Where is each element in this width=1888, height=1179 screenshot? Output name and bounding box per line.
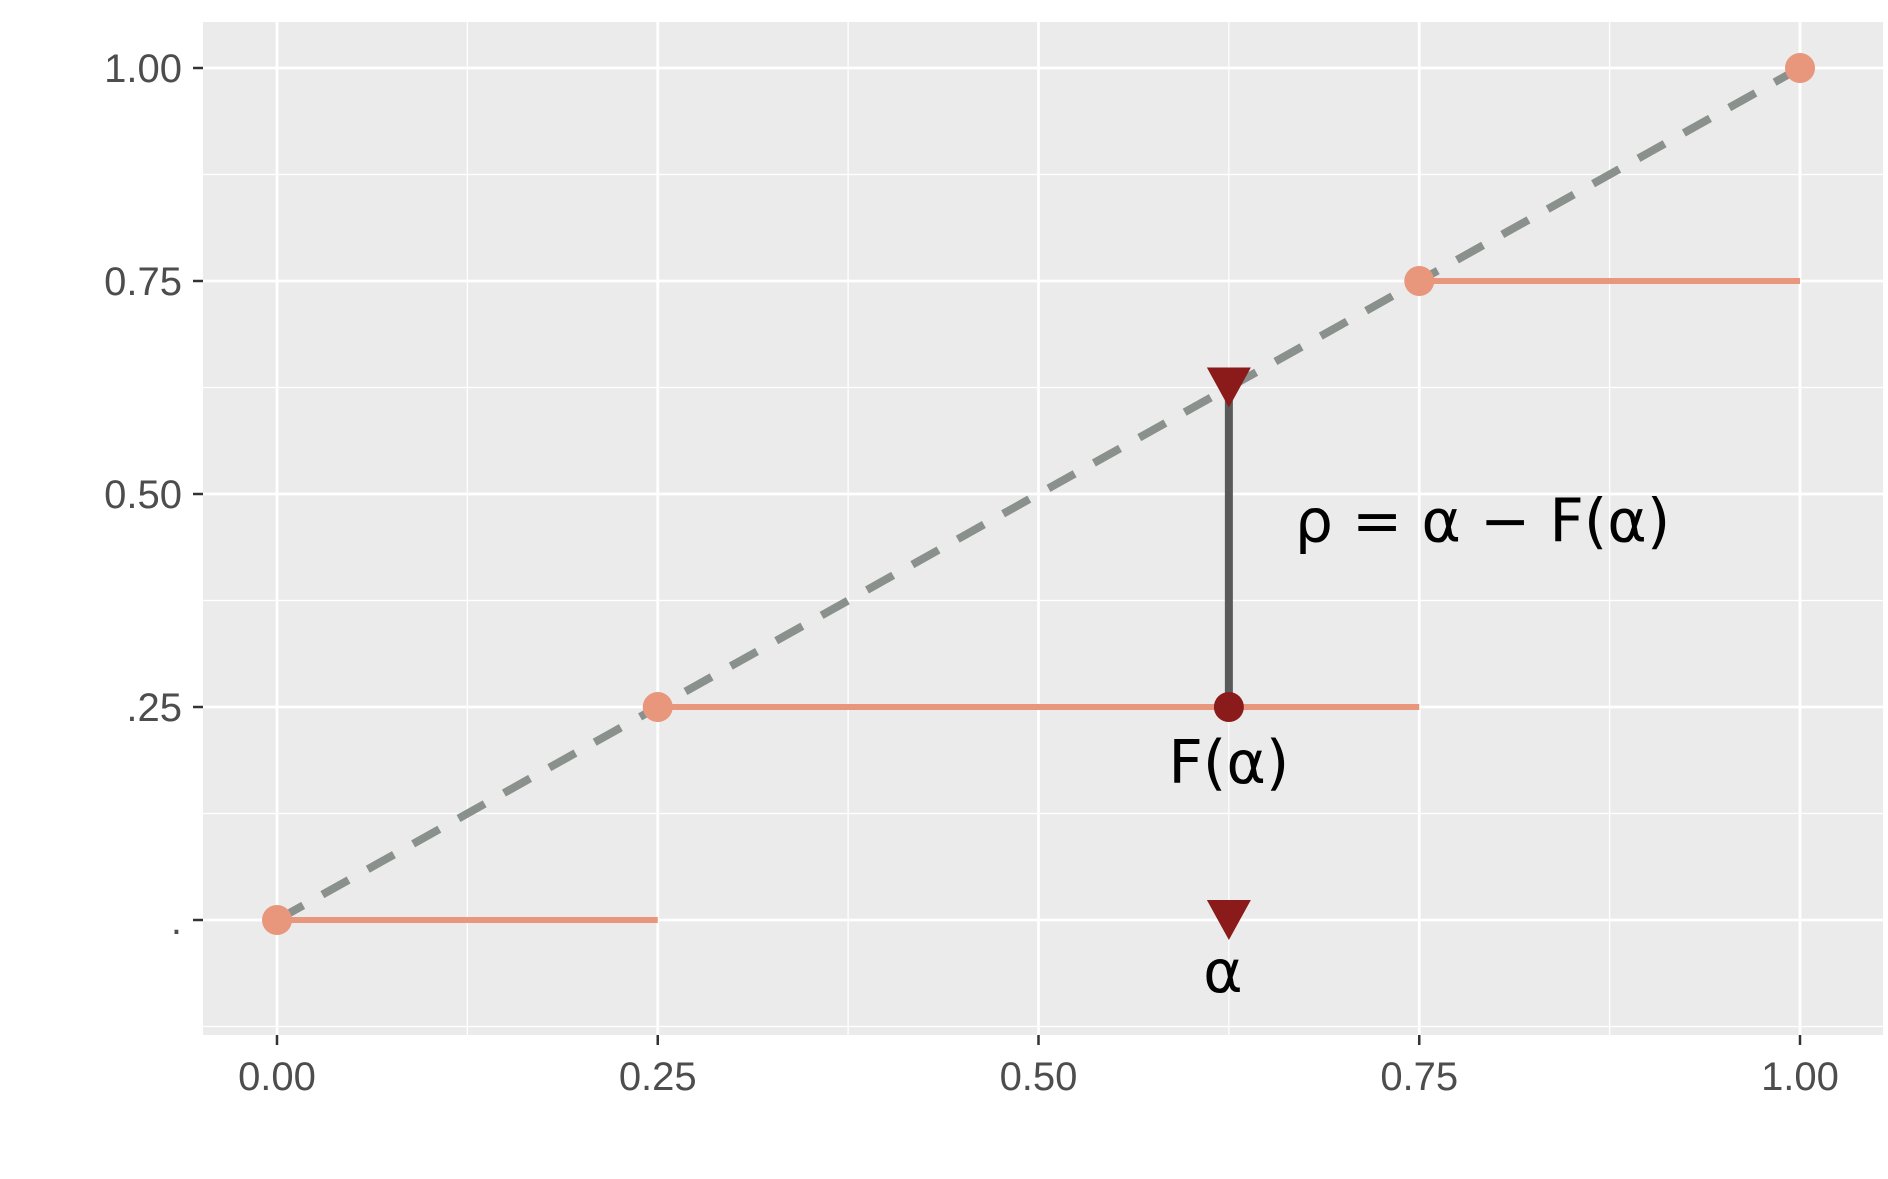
y-tick-label: 1.00 <box>104 47 182 91</box>
y-axis: . .25 0.50 0.75 1.00 <box>104 47 203 943</box>
step-point <box>262 905 292 935</box>
alpha-on-axis-marker <box>1206 900 1251 940</box>
alpha-on-diagonal-marker <box>1206 367 1251 408</box>
panel-background <box>203 22 1883 1035</box>
y-tick-label: 0.50 <box>104 473 182 517</box>
x-tick-label: 0.00 <box>238 1055 316 1099</box>
step-point <box>1404 266 1435 296</box>
highlight-layer <box>1206 367 1251 940</box>
step-point <box>642 692 673 722</box>
f-alpha-annotation: F(α) <box>1168 728 1289 798</box>
rho-annotation: ρ = α − F(α) <box>1295 486 1670 556</box>
major-gridlines <box>203 22 1883 1035</box>
x-axis: 0.00 0.25 0.50 0.75 1.00 <box>238 1035 1839 1099</box>
y-tick-label: .25 <box>126 686 182 730</box>
x-tick-label: 0.25 <box>619 1055 697 1099</box>
x-tick-label: 1.00 <box>1761 1055 1839 1099</box>
alpha-annotation: α <box>1203 937 1243 1007</box>
f-alpha-point <box>1213 692 1244 722</box>
y-tick-label: . <box>171 899 182 943</box>
x-tick-label: 0.50 <box>1000 1055 1078 1099</box>
annotation-layer: ρ = α − F(α) F(α) α <box>1168 486 1670 1007</box>
y-tick-label: 0.75 <box>104 260 182 304</box>
series-layer <box>262 53 1815 935</box>
x-tick-label: 0.75 <box>1380 1055 1458 1099</box>
step-point <box>1785 53 1815 83</box>
